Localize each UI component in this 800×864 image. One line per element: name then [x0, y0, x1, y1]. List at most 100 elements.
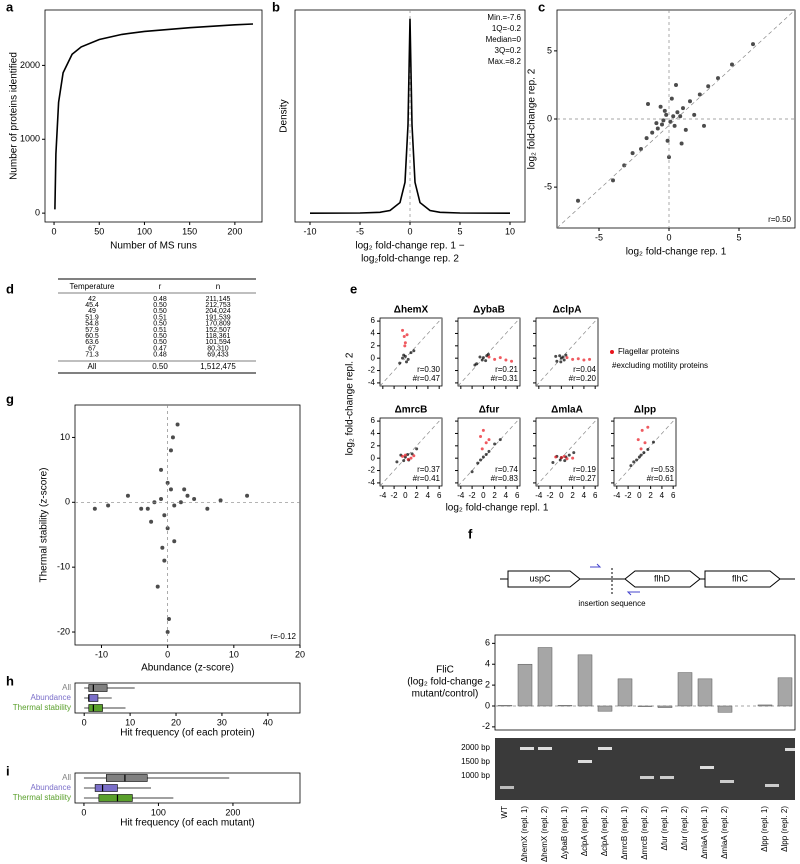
data-point — [646, 102, 650, 107]
x-tick-label: ΔhemX (repl. 1) — [520, 806, 529, 862]
data-point — [160, 545, 165, 550]
data-point — [409, 456, 413, 460]
table-cell: 0.50 — [153, 333, 167, 340]
y-tick-label: 2000 — [20, 60, 40, 70]
data-point — [567, 453, 571, 457]
data-point — [476, 461, 480, 465]
plot-frame — [457, 317, 521, 387]
y-axis-label: FliC — [436, 665, 454, 676]
y-axis-label: Density — [279, 99, 290, 132]
data-point — [646, 425, 650, 429]
data-point — [555, 359, 559, 363]
y-tick-label: -2 — [482, 721, 490, 731]
x-tick-label: 0 — [559, 491, 564, 500]
y-tick-label: -2 — [368, 466, 376, 475]
table-cell: 0.50 — [153, 302, 167, 309]
data-point — [484, 441, 488, 445]
bar — [637, 705, 653, 707]
correlation-annotation: r=0.53 — [651, 465, 674, 474]
data-point — [484, 359, 488, 363]
data-point — [245, 493, 250, 498]
y-tick-label: 4 — [485, 659, 490, 669]
data-point — [565, 457, 569, 461]
data-point — [172, 539, 177, 544]
table-cell: 0.51 — [153, 314, 167, 321]
data-point — [639, 146, 643, 151]
x-tick-label: -4 — [535, 491, 543, 500]
x-tick-label: 0 — [637, 491, 642, 500]
x-tick-label: -5 — [356, 226, 364, 236]
x-tick-label: -2 — [547, 491, 555, 500]
data-point — [149, 519, 154, 524]
x-tick-label: 5 — [736, 232, 741, 242]
data-point — [551, 461, 555, 465]
bar — [697, 678, 713, 707]
x-tick-label: 40 — [263, 717, 273, 727]
correlation-annotation: #r=0.20 — [569, 374, 597, 383]
data-point — [125, 493, 130, 498]
data-point — [565, 356, 569, 360]
x-axis-label: Abundance (z-score) — [141, 663, 234, 674]
data-point — [559, 360, 563, 364]
data-point — [498, 438, 502, 442]
data-point — [409, 351, 413, 355]
data-point — [650, 130, 655, 135]
stat-annotation: Max.=8.2 — [488, 57, 522, 66]
y-tick-label: 6 — [371, 316, 376, 325]
data-point — [166, 617, 171, 622]
x-tick-label: 30 — [217, 717, 227, 727]
bar — [597, 705, 613, 712]
panel-label: g — [6, 391, 14, 406]
gel-band — [598, 747, 612, 750]
panel-label: i — [6, 763, 10, 778]
reference-line — [535, 317, 599, 387]
x-axis-label: log₂ fold-change rep. 1 − — [355, 241, 464, 252]
x-tick-label: -2 — [391, 491, 399, 500]
data-point — [395, 460, 399, 464]
data-point — [498, 356, 502, 360]
gel-band — [640, 776, 654, 779]
data-point — [493, 442, 497, 446]
data-point — [662, 108, 667, 113]
plot-frame — [535, 417, 599, 487]
gene-diagram: uspC flhD flhC insertion sequence — [500, 563, 795, 608]
data-point — [554, 455, 558, 459]
data-point — [162, 558, 167, 563]
table-cell: 57.9 — [85, 327, 99, 334]
data-point — [669, 96, 674, 101]
table-cell: 0.48 — [153, 352, 167, 359]
x-tick-label: ΔmrcB (repl. 1) — [620, 806, 629, 860]
y-axis-label: log₂ fold-change repl. 2 — [345, 352, 356, 455]
x-tick-label: -2 — [625, 491, 633, 500]
data-point — [168, 448, 173, 453]
table-cell: 191,539 — [205, 314, 230, 321]
data-point — [651, 440, 655, 444]
bar — [497, 705, 513, 707]
x-tick-label: 2 — [648, 491, 653, 500]
bar — [757, 704, 773, 707]
panel-title: ΔmlaA — [551, 405, 583, 416]
x-axis-label: Hit frequency (of each mutant) — [120, 818, 255, 829]
data-point — [668, 119, 673, 124]
correlation-annotation: r=0.04 — [573, 365, 596, 374]
data-point — [562, 454, 566, 458]
bar — [517, 663, 533, 707]
x-tick-label: 0 — [52, 226, 57, 236]
data-point — [632, 460, 636, 464]
reference-line — [379, 317, 443, 387]
x-tick-label: 4 — [582, 491, 587, 500]
data-point — [480, 447, 484, 451]
plot-frame — [613, 417, 677, 487]
data-point — [473, 363, 477, 367]
y-tick-label: 6 — [371, 416, 376, 425]
x-tick-label: 0 — [407, 226, 412, 236]
x-tick-label: 10 — [125, 717, 135, 727]
y-tick-label: 4 — [371, 429, 376, 438]
data-point — [611, 178, 615, 183]
data-point — [485, 354, 489, 358]
data-point — [162, 513, 167, 518]
data-point — [185, 493, 190, 498]
correlation-annotation: r=0.19 — [573, 465, 596, 474]
box — [105, 774, 148, 782]
x-axis-label: log₂ fold-change repl. 1 — [446, 503, 549, 514]
